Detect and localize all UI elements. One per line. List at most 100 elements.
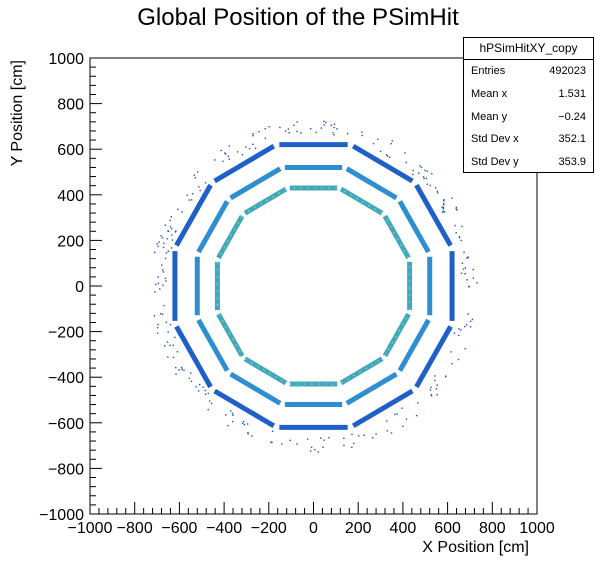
stats-label: Entries bbox=[471, 65, 506, 77]
outer-hit bbox=[466, 324, 468, 326]
outer-hit bbox=[241, 154, 244, 156]
outer-hit bbox=[169, 344, 171, 347]
x-tick-label: 800 bbox=[479, 520, 506, 537]
outer-hit bbox=[455, 232, 457, 234]
ring-segment bbox=[174, 183, 213, 247]
stats-label: Mean x bbox=[471, 87, 508, 100]
outer-hit bbox=[172, 344, 174, 346]
outer-hit bbox=[175, 230, 177, 232]
ring-segment-highlight bbox=[384, 215, 410, 259]
outer-hit bbox=[422, 175, 425, 178]
x-tick-label: −400 bbox=[206, 520, 242, 537]
outer-hit bbox=[208, 400, 211, 402]
y-tick-label: 0 bbox=[75, 279, 84, 296]
outer-hit bbox=[324, 121, 327, 124]
outer-hit bbox=[456, 209, 458, 211]
ring-segment bbox=[397, 200, 431, 254]
y-tick-label: −1000 bbox=[39, 507, 84, 524]
outer-hit bbox=[442, 210, 444, 212]
outer-hit bbox=[443, 210, 446, 213]
outer-hit bbox=[153, 315, 156, 317]
outer-hit bbox=[328, 437, 330, 439]
outer-hit bbox=[170, 216, 173, 218]
outer-hit bbox=[450, 351, 452, 353]
outer-hit bbox=[231, 412, 234, 415]
stats-value: 1.531 bbox=[558, 87, 586, 100]
outer-hit bbox=[464, 325, 466, 328]
outer-hit bbox=[169, 323, 172, 326]
outer-hit bbox=[386, 155, 389, 157]
outer-hit bbox=[165, 321, 168, 323]
outer-hit bbox=[390, 432, 393, 434]
outer-hit bbox=[309, 450, 312, 452]
ring-segment bbox=[213, 144, 276, 184]
stats-row-mean-y: Mean y −0.24 bbox=[464, 106, 593, 129]
stats-row-entries: Entries 492023 bbox=[464, 60, 593, 83]
ring-segment bbox=[351, 388, 414, 428]
outer-hit bbox=[464, 272, 466, 275]
outer-hit bbox=[333, 126, 335, 129]
outer-hit bbox=[404, 152, 406, 154]
outer-hit bbox=[394, 413, 396, 416]
outer-hit bbox=[443, 202, 445, 205]
y-tick-label: −800 bbox=[48, 461, 84, 478]
chart-title: Global Position of the PSimHit bbox=[137, 4, 459, 31]
outer-hit bbox=[162, 284, 164, 286]
outer-hit bbox=[160, 313, 162, 315]
outer-hit bbox=[254, 147, 257, 149]
outer-hit bbox=[190, 199, 193, 201]
outer-hit bbox=[177, 208, 179, 211]
x-tick-label: 1000 bbox=[519, 520, 555, 537]
outer-hit bbox=[197, 171, 199, 173]
outer-hit bbox=[420, 166, 423, 169]
outer-hit bbox=[300, 132, 302, 134]
outer-hit bbox=[227, 155, 229, 157]
outer-hit bbox=[197, 186, 200, 188]
outer-hit bbox=[361, 134, 363, 137]
outer-hit bbox=[472, 268, 474, 271]
outer-hit bbox=[431, 172, 433, 175]
outer-hit bbox=[160, 264, 163, 266]
outer-hit bbox=[424, 169, 426, 172]
outer-hit bbox=[161, 313, 164, 316]
ring-segment-highlight bbox=[340, 358, 383, 384]
outer-hit bbox=[429, 184, 431, 187]
y-tick-label: −400 bbox=[48, 370, 84, 387]
outer-hit bbox=[323, 439, 325, 441]
outer-hit bbox=[426, 170, 428, 172]
ring-segment bbox=[351, 144, 414, 184]
y-tick-label: 600 bbox=[57, 142, 84, 159]
outer-hit bbox=[241, 422, 244, 425]
stats-row-std-dev-y: Std Dev y 353.9 bbox=[464, 151, 593, 174]
outer-hit bbox=[463, 251, 465, 254]
outer-hit bbox=[156, 332, 159, 334]
outer-hit bbox=[186, 194, 188, 196]
outer-hit bbox=[315, 131, 317, 134]
stats-value: −0.24 bbox=[558, 110, 586, 123]
outer-hit bbox=[252, 134, 254, 137]
outer-hit bbox=[458, 236, 461, 238]
outer-hit bbox=[401, 407, 403, 409]
stats-box-title: hPSimHitXY_copy bbox=[464, 38, 593, 60]
outer-hit bbox=[388, 156, 391, 159]
outer-hit bbox=[163, 304, 165, 307]
outer-hit bbox=[165, 280, 167, 282]
ring-segment bbox=[229, 166, 282, 201]
outer-hit bbox=[154, 251, 156, 254]
stats-box: hPSimHitXY_copy Entries 492023 Mean x 1.… bbox=[463, 37, 594, 173]
outer-hit bbox=[468, 285, 470, 288]
outer-hit bbox=[264, 137, 267, 139]
outer-hit bbox=[202, 386, 204, 388]
outer-hit bbox=[293, 124, 295, 127]
outer-hit bbox=[246, 423, 249, 425]
outer-hit bbox=[453, 332, 456, 334]
outer-hit bbox=[466, 279, 468, 281]
x-tick-label: 400 bbox=[390, 520, 417, 537]
outer-hit bbox=[455, 208, 457, 210]
ring-segment bbox=[397, 318, 431, 372]
outer-hit bbox=[228, 158, 230, 160]
outer-hit bbox=[199, 189, 201, 192]
outer-hit bbox=[199, 383, 201, 386]
outer-hit bbox=[386, 430, 389, 432]
outer-hit bbox=[289, 439, 291, 442]
